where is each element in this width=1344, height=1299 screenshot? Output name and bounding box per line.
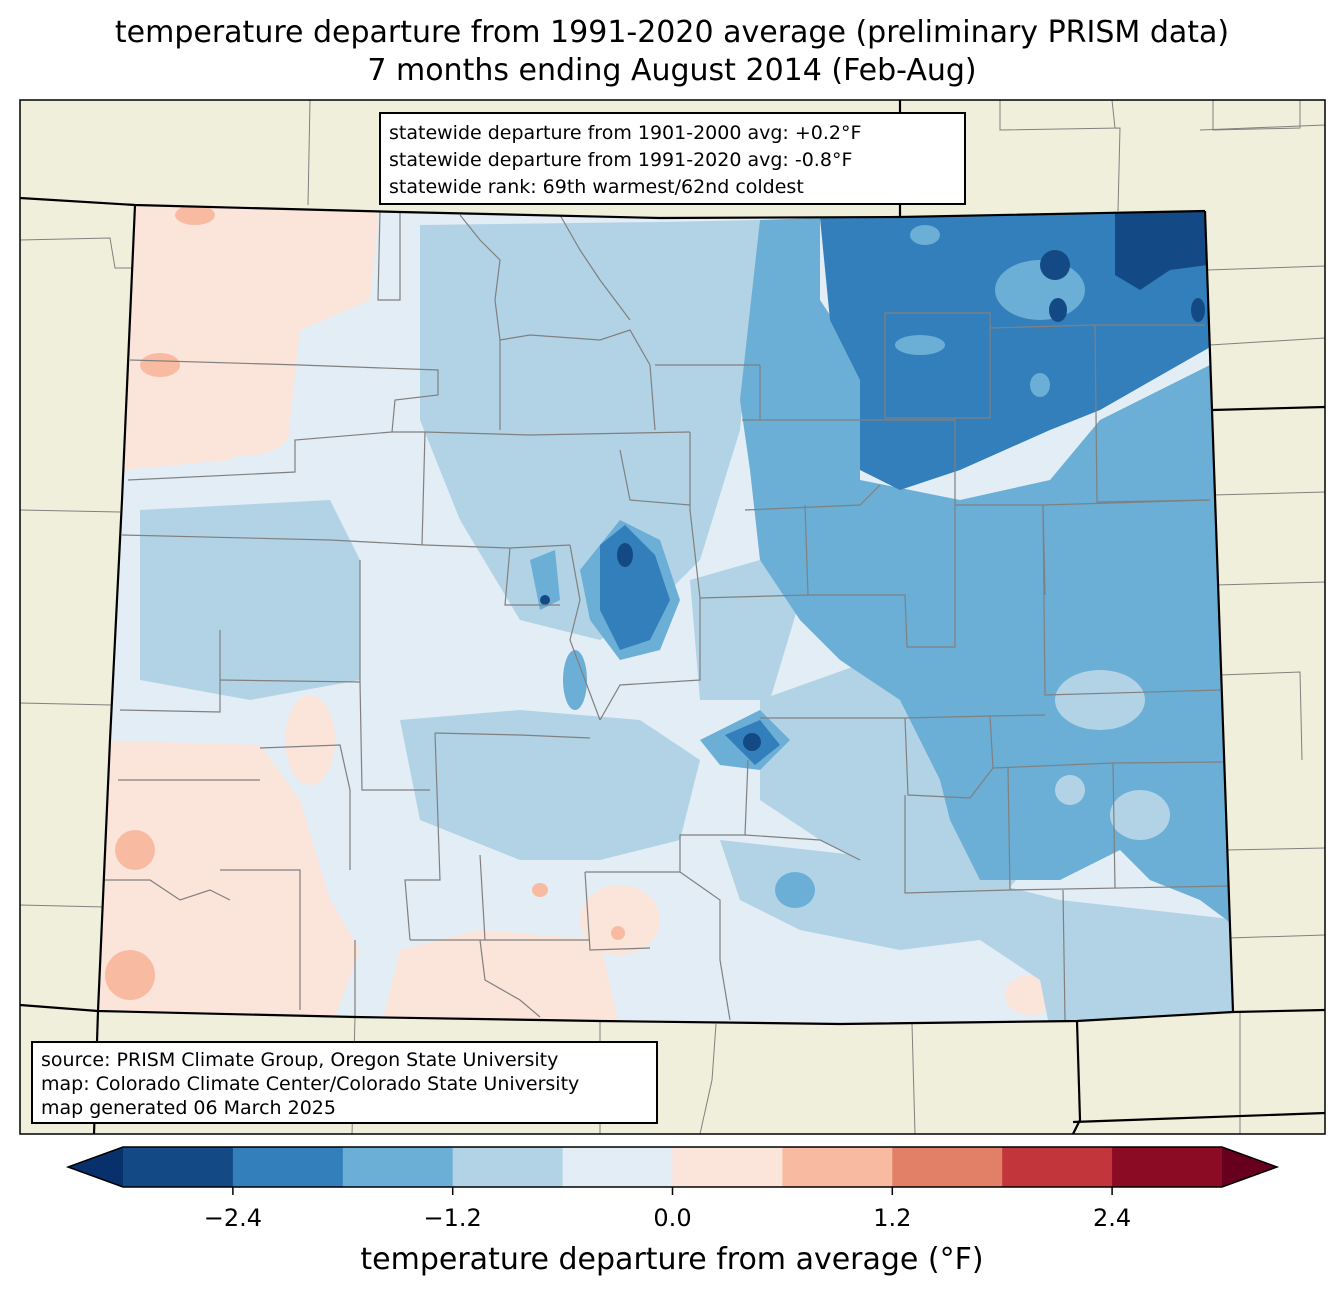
colorbar-swatch bbox=[452, 1147, 564, 1187]
colorbar-tick-label: 2.4 bbox=[1093, 1204, 1132, 1232]
colorbar-ticks bbox=[232, 1187, 1113, 1195]
map-border bbox=[19, 99, 1326, 1135]
colorbar-label: temperature departure from average (°F) bbox=[360, 1242, 984, 1277]
source-line: source: PRISM Climate Group, Oregon Stat… bbox=[41, 1049, 559, 1071]
generated-date-line: map generated 06 March 2025 bbox=[41, 1097, 336, 1119]
stats-line-1991-2020: statewide departure from 1991-2020 avg: … bbox=[389, 149, 853, 171]
colorbar-outline bbox=[65, 1146, 1280, 1188]
colorbar-swatches bbox=[65, 1146, 1280, 1188]
map-credit-line: map: Colorado Climate Center/Colorado St… bbox=[41, 1073, 580, 1095]
colorbar-tick-label: 0.0 bbox=[653, 1204, 692, 1232]
stats-line-rank: statewide rank: 69th warmest/62nd coldes… bbox=[389, 176, 804, 198]
colorbar-tick-label: −2.4 bbox=[203, 1204, 263, 1232]
colorbar-extend-high bbox=[1222, 1147, 1277, 1187]
map-title-line-1: temperature departure from 1991-2020 ave… bbox=[114, 15, 1230, 50]
colorbar-tick-label: −1.2 bbox=[423, 1204, 482, 1232]
statewide-stats-box: statewide departure from 1901-2000 avg: … bbox=[379, 112, 966, 205]
stats-line-1901-2000: statewide departure from 1901-2000 avg: … bbox=[389, 122, 862, 144]
map-title-line-2: 7 months ending August 2014 (Feb-Aug) bbox=[367, 53, 977, 88]
county-borders bbox=[105, 209, 1231, 1021]
source-credits-box: source: PRISM Climate Group, Oregon Stat… bbox=[31, 1041, 658, 1124]
colorbar-swatch bbox=[892, 1147, 1003, 1187]
colorbar-extend-low bbox=[68, 1147, 123, 1187]
colorbar-swatch bbox=[562, 1147, 673, 1187]
colorbar-swatch bbox=[782, 1147, 893, 1187]
colorbar-swatch bbox=[232, 1147, 344, 1187]
colorbar-tick-label: 1.2 bbox=[873, 1204, 912, 1232]
colorbar-swatch bbox=[672, 1147, 783, 1187]
colorbar-swatch bbox=[1002, 1147, 1113, 1187]
colorbar-swatch bbox=[123, 1147, 234, 1187]
colorbar-swatch bbox=[342, 1147, 454, 1187]
colorbar-swatch bbox=[1112, 1147, 1223, 1187]
